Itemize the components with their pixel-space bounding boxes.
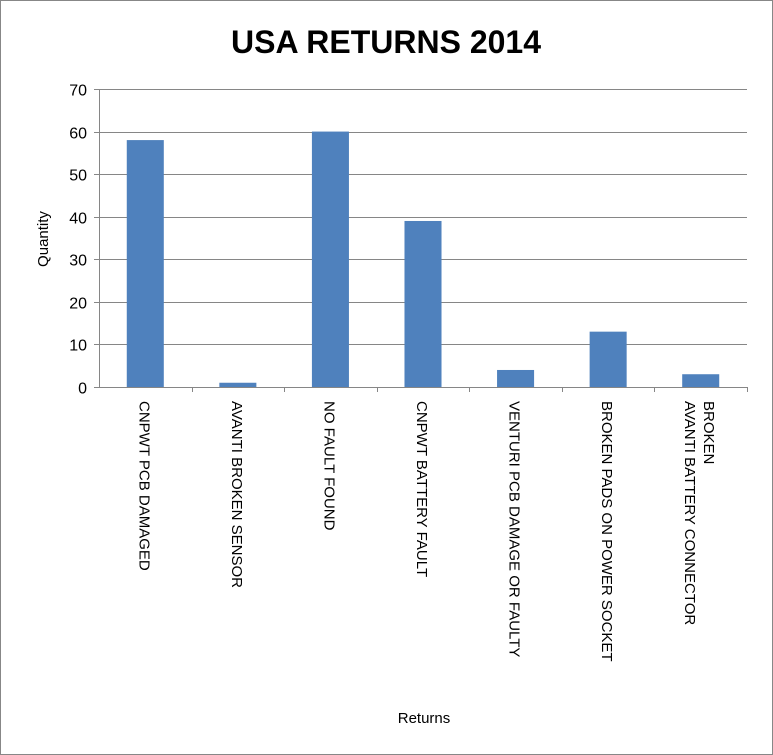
x-category-label: BROKEN PADS ON POWER SOCKET xyxy=(598,401,615,662)
x-category-label-line: AVANTI BROKEN SENSOR xyxy=(228,401,245,588)
y-tick-labels: 0 10 20 30 40 50 60 70 xyxy=(69,83,87,398)
bar xyxy=(126,140,164,387)
x-category-label-line: CNPWT PCB DAMAGED xyxy=(135,401,152,571)
x-category-label: VENTURI PCB DAMAGE OR FAULTY xyxy=(506,401,523,657)
bar xyxy=(589,331,627,387)
bar xyxy=(311,131,349,387)
y-tick-label: 20 xyxy=(69,296,87,313)
bar xyxy=(219,382,257,387)
x-category-labels: CNPWT PCB DAMAGED AVANTI BROKEN SENSOR NO … xyxy=(135,401,717,662)
y-axis-label: Quantity xyxy=(35,211,52,267)
y-tick-label: 10 xyxy=(69,338,87,355)
x-category-label: CNPWT BATTERY FAULT xyxy=(413,401,430,577)
y-tick-label: 30 xyxy=(69,253,87,270)
x-category-label-line: CNPWT BATTERY FAULT xyxy=(413,401,430,577)
x-category-label: NO FAULT FOUND xyxy=(320,401,337,531)
y-tick-label: 60 xyxy=(69,126,87,143)
x-category-label: CNPWT PCB DAMAGED xyxy=(135,401,152,571)
y-tick-label: 40 xyxy=(69,211,87,228)
x-category-label-line: BROKEN PADS ON POWER SOCKET xyxy=(598,401,615,662)
axes xyxy=(94,89,748,392)
y-tick-label: 70 xyxy=(69,83,87,100)
bars xyxy=(126,131,720,387)
y-tick-label: 0 xyxy=(78,381,87,398)
bar xyxy=(404,220,442,387)
x-category-label-line: NO FAULT FOUND xyxy=(320,401,337,531)
x-axis-label: Returns xyxy=(398,710,451,727)
bar xyxy=(497,369,535,387)
x-category-label-line: VENTURI PCB DAMAGE OR FAULTY xyxy=(506,401,523,657)
x-category-label: AVANTI BATTERY CONNECTOR BROKEN xyxy=(681,401,717,625)
x-category-label-line: AVANTI BATTERY CONNECTOR xyxy=(681,401,698,625)
chart-title: USA RETURNS 2014 xyxy=(231,24,541,60)
x-category-label: AVANTI BROKEN SENSOR xyxy=(228,401,245,588)
x-category-label-line: BROKEN xyxy=(700,401,717,464)
y-tick-label: 50 xyxy=(69,168,87,185)
bar xyxy=(682,374,720,387)
